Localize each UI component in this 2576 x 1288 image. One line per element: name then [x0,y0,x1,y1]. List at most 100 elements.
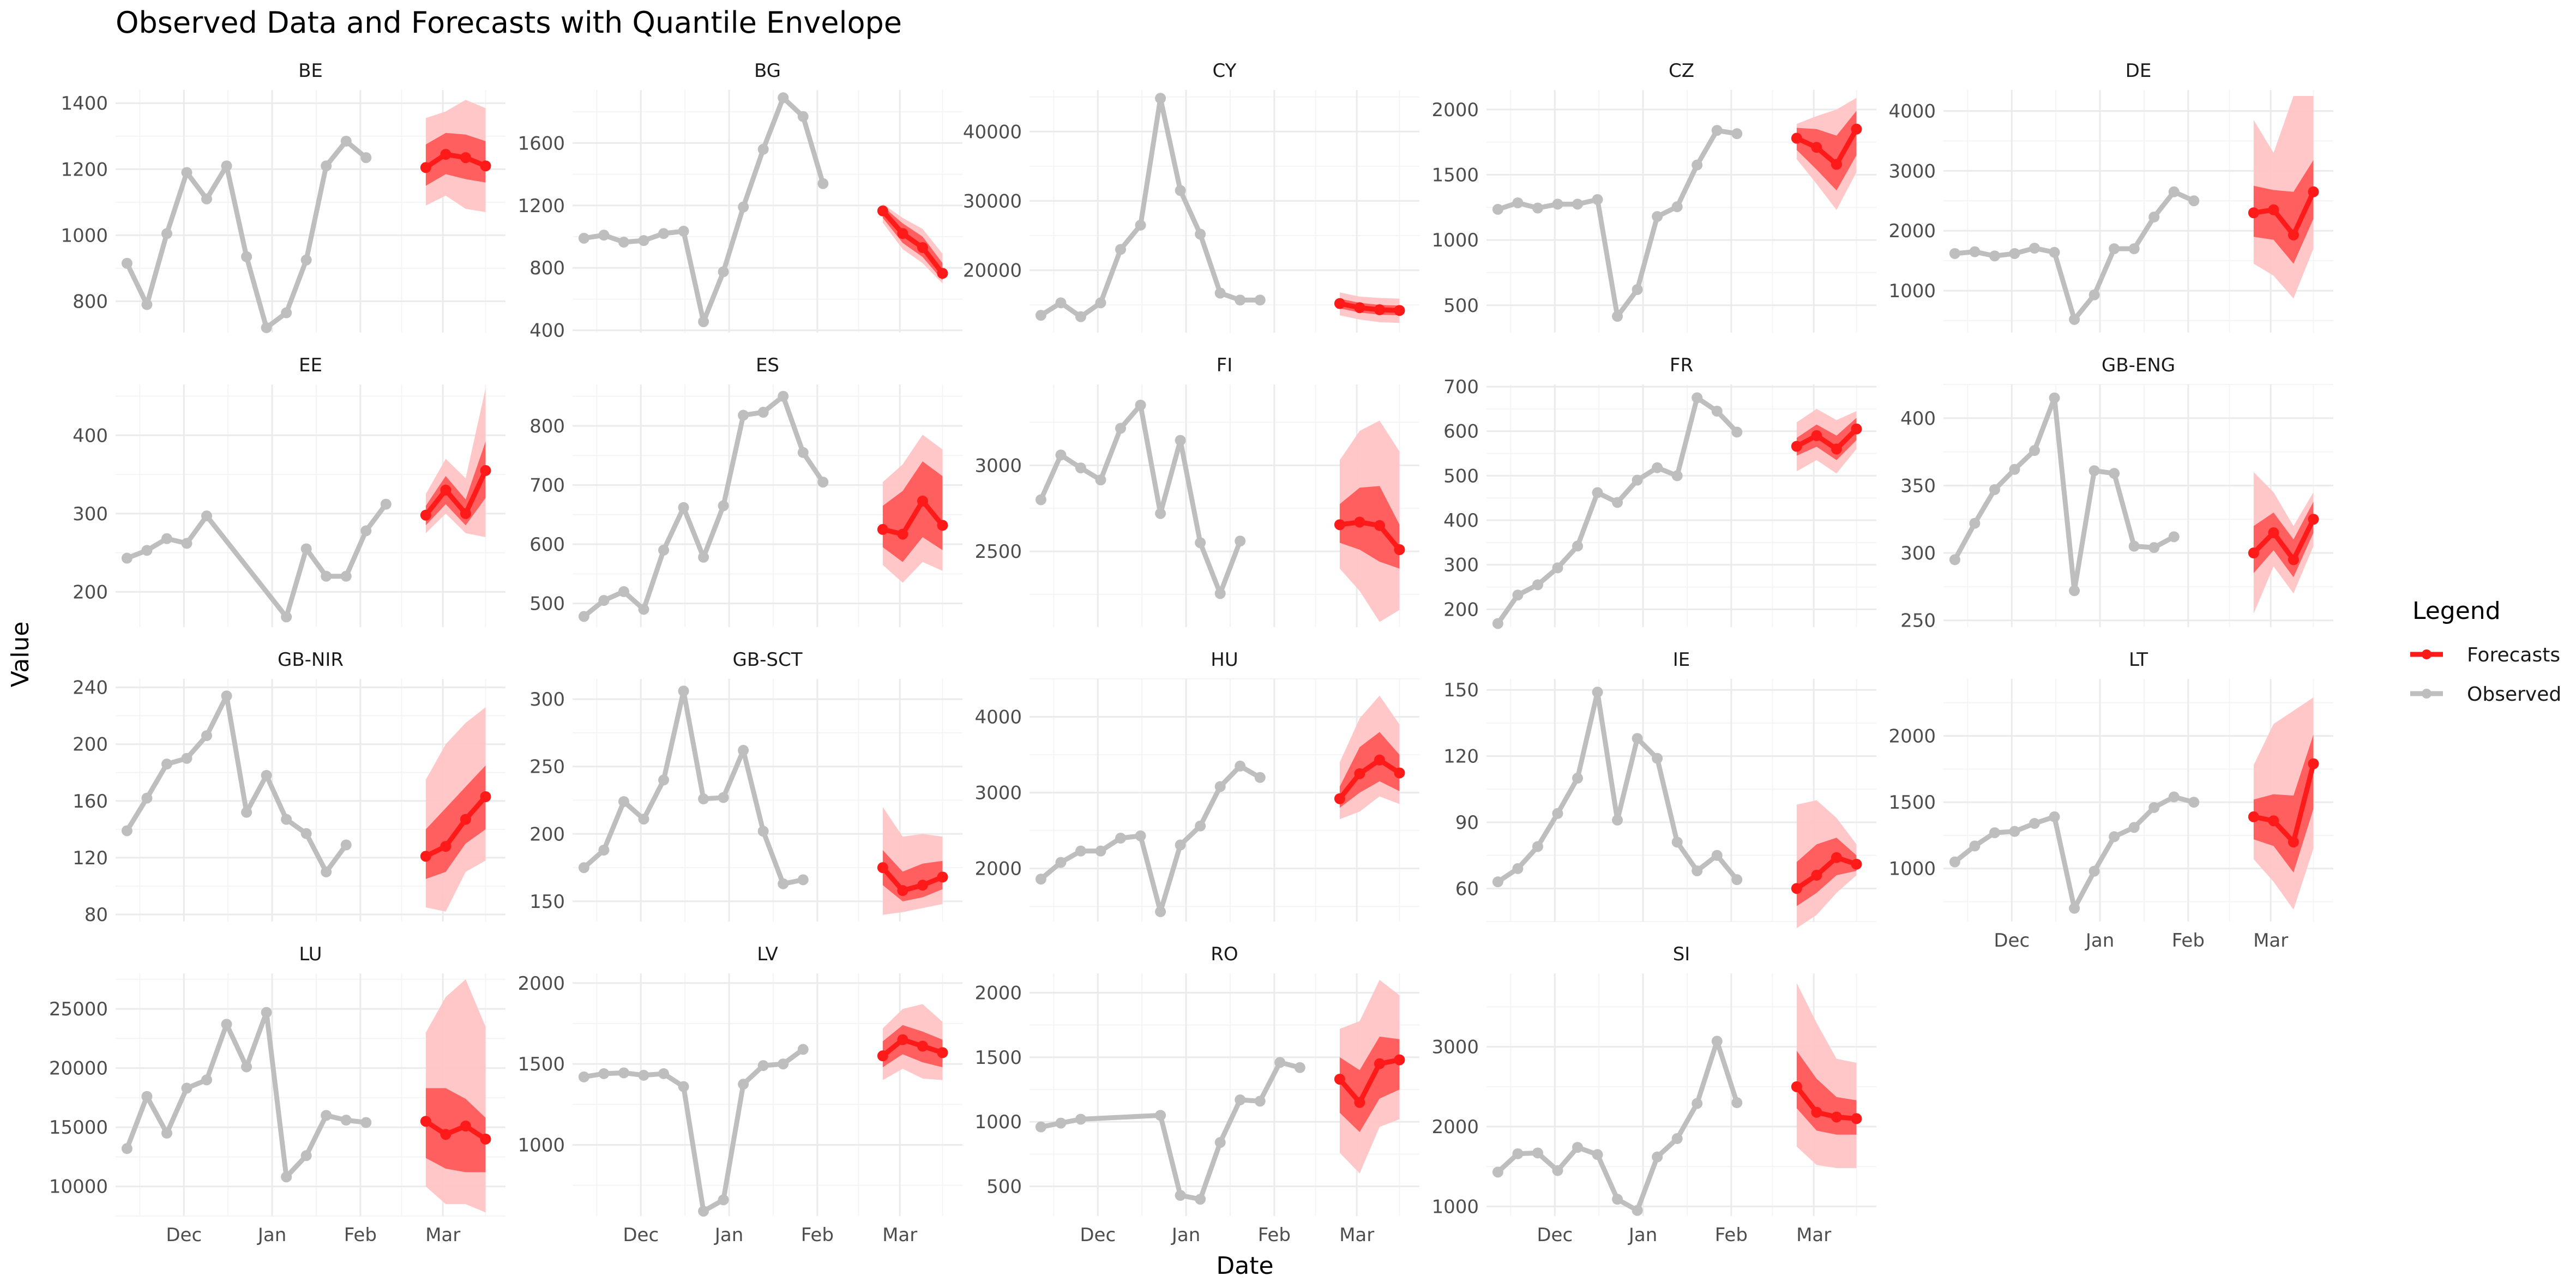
observed-point [201,510,213,522]
observed-point [141,1091,153,1102]
observed-point [797,1044,809,1055]
panel-lu: LU 10000 15000 20000 25000 Dec Jan Feb Mar [49,943,505,1246]
observed-point [678,1081,689,1092]
observed-point [161,759,172,770]
observed-point [1612,1194,1623,1205]
y-tick-label: 200 [73,734,108,756]
forecast-point [460,508,471,519]
forecast-point [1334,298,1345,309]
observed-point [1692,1098,1703,1109]
observed-point [778,390,789,402]
observed-point [1532,1147,1543,1159]
observed-point [1652,753,1663,764]
y-tick-label: 4000 [974,707,1022,729]
forecast-point [1851,423,1862,435]
y-tick-label: 600 [1443,421,1479,443]
observed-point [121,257,133,269]
observed-point [2109,243,2120,255]
forecast-line [2251,516,2316,562]
observed-point [598,230,610,241]
y-tick-label: 1000 [1888,858,1936,880]
y-tick-label: 15000 [49,1117,108,1139]
observed-point [698,1206,709,1217]
observed-point [161,1128,172,1139]
y-tick-label: 200 [529,823,565,845]
forecast-line [1794,855,1859,891]
y-tick-label: 1200 [61,159,108,180]
forecast-point [2268,815,2279,827]
observed-point [757,1060,769,1072]
observed-point [281,307,292,318]
forecast-point [937,871,948,883]
observed-point [1075,845,1086,857]
y-tick-label: 500 [1443,465,1479,487]
observed-point [1652,211,1663,222]
observed-point [221,690,232,702]
forecast-point [420,509,431,521]
observed-point [1572,198,1584,210]
legend-label-observed: Observed [2467,683,2561,706]
observed-point [1989,484,2000,495]
panel-label-bg: BG [754,60,781,82]
forecast-line [1337,1057,1402,1105]
forecast-point [1374,1058,1385,1069]
panel-label-cz: CZ [1669,60,1694,82]
panel-label-ie: IE [1673,649,1690,671]
x-tick-label: Feb [1715,1224,1748,1246]
y-tick-label: 1000 [1431,1196,1479,1218]
x-tick-label: Mar [1796,1224,1831,1246]
observed-point [1532,841,1543,852]
observed-point [1095,474,1106,486]
observed-point [2168,791,2180,803]
forecast-point [480,791,491,802]
observed-point [578,1071,589,1082]
forecast-point [1851,858,1862,870]
observed-point [797,874,809,886]
observed-point [2109,468,2120,479]
y-tick-label: 800 [529,416,565,437]
quantile-band-inner [2253,735,2314,873]
observed-point [698,793,709,805]
panel-ee: EE 200 300 400 [73,354,505,627]
observed-point [738,201,749,213]
forecast-point [1791,883,1802,894]
observed-line [124,502,389,619]
observed-point [2168,531,2180,543]
y-tick-label: 500 [986,1176,1022,1198]
observed-point [1274,1057,1286,1068]
observed-point [181,1082,192,1094]
forecast-point [1334,519,1345,531]
y-tick-label: 10000 [49,1176,108,1198]
quantile-band-inner [1796,838,1857,906]
forecast-point [1394,305,1405,316]
observed-line [1495,128,1740,319]
y-tick-label: 400 [529,320,565,342]
observed-point [618,237,629,248]
y-tick-label: 2000 [974,858,1022,880]
forecast-line [880,498,945,537]
observed-point [141,299,153,310]
forecast-point [1851,1113,1862,1124]
y-tick-label: 400 [73,425,108,447]
panel-label-lt: LT [2129,649,2148,671]
observed-point [738,410,749,421]
x-tick-label: Feb [1258,1224,1291,1246]
observed-point [2049,811,2060,822]
forecast-line [1794,1084,1859,1121]
observed-point [797,447,809,458]
forecast-point [1811,430,1822,441]
y-tick-label: 200 [1443,599,1479,621]
observed-point [658,1068,670,1079]
y-tick-label: 200 [73,581,108,603]
observed-point [778,1058,789,1070]
observed-point [638,1069,649,1081]
observed-point [1035,874,1046,885]
observed-point [1235,294,1246,306]
forecast-line [1337,301,1402,313]
y-tick-label: 1000 [517,1134,565,1156]
forecast-point [1791,133,1802,144]
forecast-line [880,1037,945,1058]
observed-point [321,866,332,877]
forecast-line [1794,426,1859,452]
